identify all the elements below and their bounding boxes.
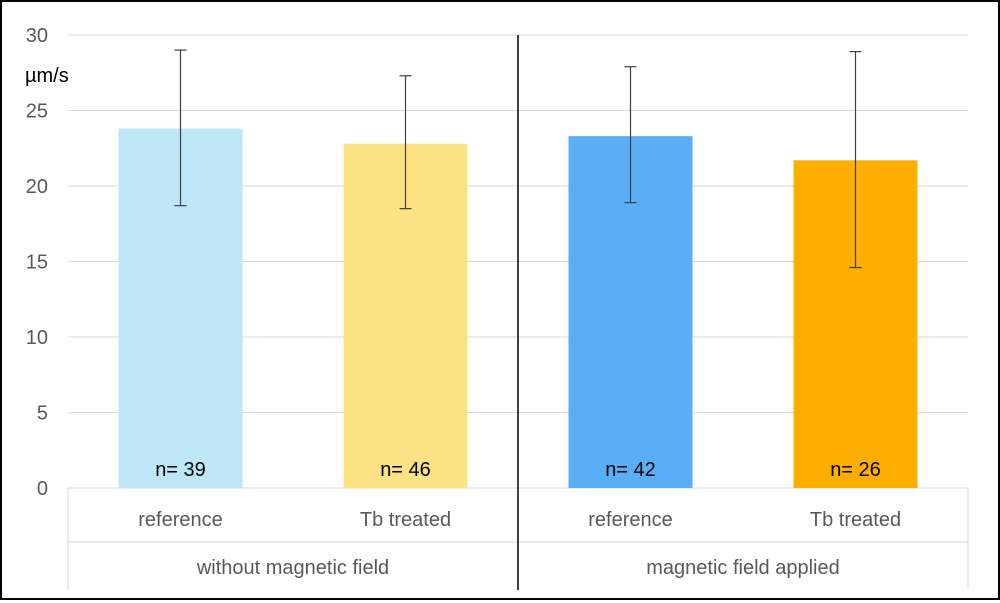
category-label: reference	[138, 509, 223, 531]
category-label: Tb treated	[810, 509, 901, 531]
y-tick-label: 30	[26, 25, 48, 47]
y-axis: 0 5 10 15 20 25 30	[26, 25, 48, 500]
n-count-label: n= 39	[155, 459, 206, 481]
y-tick-label: 10	[26, 327, 48, 349]
bars	[118, 49, 918, 489]
y-tick-label: 20	[26, 176, 48, 198]
category-label: reference	[588, 509, 673, 531]
y-axis-label: µm/s	[25, 65, 69, 87]
y-tick-label: 15	[26, 252, 48, 274]
y-tick-label: 0	[37, 478, 48, 500]
category-labels: n= 39 reference n= 46 Tb treated without mag…	[138, 459, 901, 579]
n-count-label: n= 46	[380, 459, 431, 481]
category-label: Tb treated	[360, 509, 451, 531]
y-tick-label: 5	[37, 403, 48, 425]
group-label: magnetic field applied	[646, 557, 839, 579]
n-count-label: n= 26	[830, 459, 881, 481]
group-label: without magnetic field	[196, 557, 389, 579]
y-tick-label: 25	[26, 101, 48, 123]
n-count-label: n= 42	[605, 459, 656, 481]
